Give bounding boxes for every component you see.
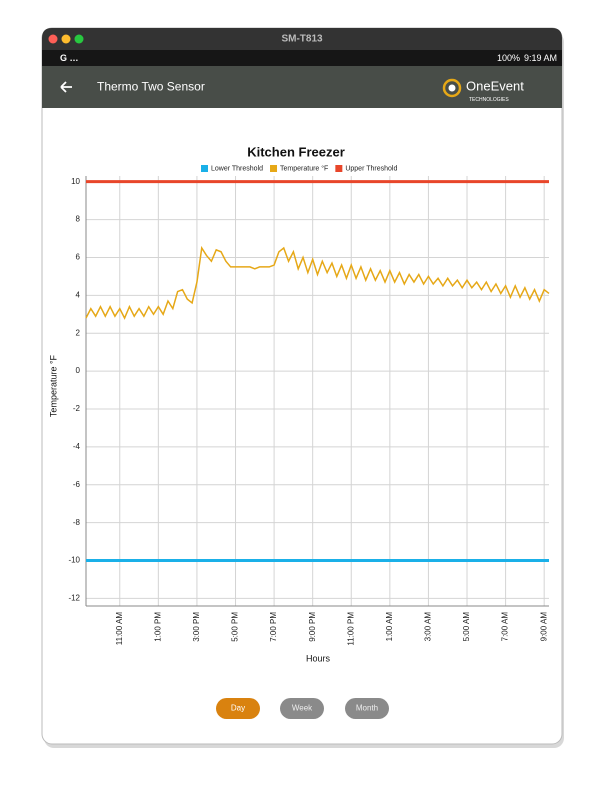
x-tick-label: 7:00 AM xyxy=(501,612,510,642)
clock: 9:19 AM xyxy=(524,53,557,63)
status-left: G … xyxy=(60,53,79,63)
brand-logo-dot xyxy=(448,84,456,92)
y-tick-label: 4 xyxy=(76,290,81,299)
brand-sub: TECHNOLOGIES xyxy=(469,97,509,103)
title-bar xyxy=(42,28,562,50)
x-tick-label: 5:00 PM xyxy=(231,612,240,642)
x-tick-label: 9:00 PM xyxy=(308,612,317,642)
brand-logo xyxy=(442,78,462,98)
x-axis-label: Hours xyxy=(306,653,331,663)
x-tick-label: 1:00 AM xyxy=(385,612,394,642)
x-tick-label: 7:00 PM xyxy=(269,612,278,642)
range-button[interactable] xyxy=(216,698,260,719)
x-tick-label: 3:00 PM xyxy=(192,612,201,642)
chart-title: Kitchen Freezer xyxy=(247,144,345,159)
x-tick-label: 5:00 AM xyxy=(462,612,471,642)
status-bar xyxy=(42,50,562,66)
x-tick-label: 3:00 AM xyxy=(424,612,433,642)
legend-label: Temperature °F xyxy=(280,164,328,172)
y-tick-label: -10 xyxy=(68,556,80,565)
x-tick-label: 11:00 PM xyxy=(346,612,355,646)
y-tick-label: -12 xyxy=(68,594,80,603)
y-tick-label: 6 xyxy=(76,253,81,262)
y-tick-label: -4 xyxy=(73,442,81,451)
x-tick-label: 1:00 PM xyxy=(153,612,162,642)
temperature-line xyxy=(85,245,550,320)
battery: 100% xyxy=(497,53,520,63)
y-tick-label: 8 xyxy=(76,215,81,224)
legend-swatch xyxy=(201,165,208,172)
legend-label: Upper Threshold xyxy=(345,165,397,172)
y-axis-label: Temperature °F xyxy=(48,354,58,417)
window-title: SM-T813 xyxy=(281,34,323,45)
range-button-label[interactable]: Day xyxy=(231,704,245,713)
range-button[interactable] xyxy=(280,698,324,719)
range-button-label[interactable]: Week xyxy=(292,704,313,713)
y-tick-label: -2 xyxy=(73,404,81,413)
legend-swatch xyxy=(335,165,343,172)
x-tick-label: 9:00 AM xyxy=(539,612,548,642)
back-button[interactable] xyxy=(60,81,72,93)
range-button-label[interactable]: Month xyxy=(356,704,378,713)
minimize-button[interactable] xyxy=(61,34,71,44)
x-tick-label: 11:00 AM xyxy=(115,612,124,646)
legend-label: Lower Threshold xyxy=(211,165,263,172)
y-tick-label: 2 xyxy=(76,328,81,337)
brand-name: OneEvent xyxy=(466,78,524,93)
app-bar xyxy=(42,66,562,108)
legend-swatch xyxy=(270,165,278,172)
app-title: Thermo Two Sensor xyxy=(97,80,205,94)
range-button[interactable] xyxy=(345,698,389,719)
y-tick-label: 10 xyxy=(71,177,80,186)
zoom-button[interactable] xyxy=(74,34,84,44)
y-tick-label: 0 xyxy=(76,366,81,375)
y-tick-label: -6 xyxy=(73,480,81,489)
close-button[interactable] xyxy=(48,34,58,44)
y-tick-label: -8 xyxy=(73,518,81,527)
